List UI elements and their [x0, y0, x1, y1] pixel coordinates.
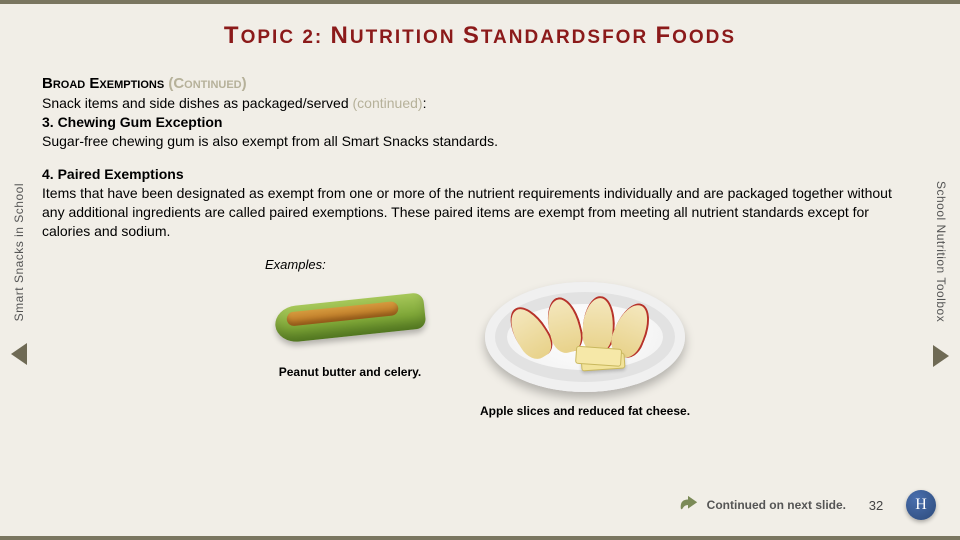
slide-title: TOPIC 2: NUTRITION STANDARDSFOR FOODS: [0, 4, 960, 50]
plate-image: [475, 277, 695, 397]
footer: Continued on next slide. 32 H: [0, 490, 960, 520]
continued-text: Continued on next slide.: [707, 498, 846, 512]
subtitle-colon: :: [423, 95, 427, 111]
title-part: N: [331, 22, 350, 49]
example-1-caption: Peanut butter and celery.: [265, 364, 435, 380]
heading-continued: (Continued): [168, 75, 246, 92]
item-4: 4. Paired Exemptions Items that have bee…: [42, 165, 918, 241]
example-2-caption: Apple slices and reduced fat cheese.: [475, 403, 695, 419]
slide: TOPIC 2: NUTRITION STANDARDSFOR FOODS Sm…: [0, 0, 960, 540]
subtitle-text: Snack items and side dishes as packaged/…: [42, 95, 353, 111]
cheese-icon: [580, 353, 625, 372]
subtitle-continued: (continued): [353, 95, 423, 111]
examples-row: Examples: Peanut butter and celery.: [42, 256, 918, 419]
title-part: OODS: [672, 27, 736, 48]
home-button[interactable]: H: [906, 490, 936, 520]
right-rail-label: School Nutrition Toolbox: [934, 181, 948, 322]
title-part: OPIC: [241, 27, 295, 48]
continued-arrow-icon: [677, 494, 699, 516]
examples-label: Examples:: [265, 256, 435, 274]
title-part: FOR: [602, 27, 655, 48]
title-part: F: [655, 22, 672, 49]
title-part: 2:: [295, 27, 330, 48]
heading-main: Broad Exemptions: [42, 75, 168, 92]
celery-image: [265, 278, 435, 358]
spacer: [475, 256, 695, 277]
subtitle-line: Snack items and side dishes as packaged/…: [42, 94, 918, 113]
prev-slide-button[interactable]: [11, 343, 27, 365]
item-4-title: 4. Paired Exemptions: [42, 165, 918, 184]
item-3-title: 3. Chewing Gum Exception: [42, 113, 918, 132]
item-4-body: Items that have been designated as exemp…: [42, 184, 918, 241]
continued-indicator: Continued on next slide.: [677, 494, 846, 516]
title-part: TANDARDS: [481, 27, 602, 48]
plate-icon: [485, 282, 685, 392]
title-part: UTRITION: [350, 27, 463, 48]
example-2: Apple slices and reduced fat cheese.: [475, 256, 695, 419]
example-1: Examples: Peanut butter and celery.: [265, 256, 435, 380]
item-3-body: Sugar-free chewing gum is also exempt fr…: [42, 132, 918, 151]
left-rail: Smart Snacks in School: [8, 134, 30, 414]
page-number: 32: [866, 498, 886, 513]
left-rail-label: Smart Snacks in School: [12, 183, 26, 321]
content-area: Broad Exemptions (Continued) Snack items…: [42, 74, 918, 420]
right-rail: School Nutrition Toolbox: [930, 134, 952, 414]
home-button-label: H: [915, 496, 927, 514]
next-slide-button[interactable]: [933, 345, 949, 367]
section-heading: Broad Exemptions (Continued): [42, 74, 918, 94]
celery-icon: [274, 292, 427, 343]
title-part: S: [463, 22, 481, 49]
title-part: T: [224, 22, 241, 49]
